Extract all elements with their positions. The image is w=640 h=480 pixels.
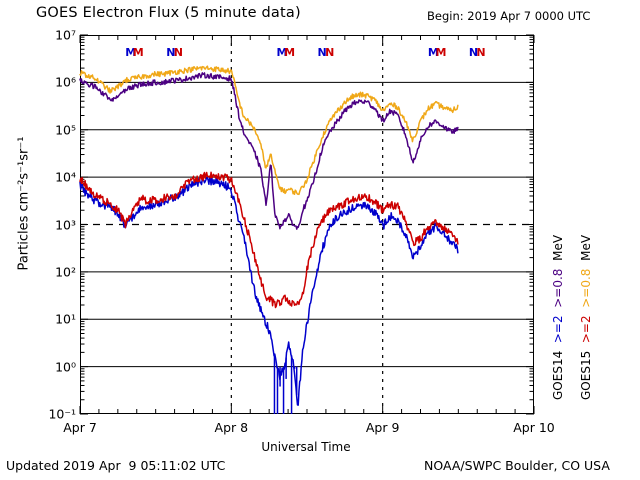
event-marker-m: M	[125, 46, 137, 59]
x-tick-label: Apr 7	[63, 420, 97, 435]
y-tick-label: 10³	[55, 217, 76, 232]
y-tick-label: 10⁴	[55, 169, 76, 185]
legend-text	[579, 343, 593, 351]
legend-goes15: GOES15 >=2 >=0.8 MeV	[579, 150, 593, 400]
legend-text: GOES15	[579, 350, 593, 400]
event-marker-m: M	[435, 46, 447, 59]
event-marker-m: M	[132, 46, 144, 59]
begin-time-label: Begin: 2019 Apr 7 0000 UTC	[427, 9, 591, 23]
legend-text: >=2	[551, 315, 565, 344]
event-marker-m: M	[284, 46, 296, 59]
event-marker-n: N	[468, 46, 479, 59]
event-marker-n: N	[173, 46, 183, 59]
x-tick-label: Apr 8	[214, 420, 249, 435]
event-marker-n: N	[317, 46, 327, 59]
legend-text: >=2	[579, 315, 593, 344]
y-tick-label: 10⁶	[55, 74, 76, 90]
legend-text: >=0.8	[579, 268, 593, 308]
legend-text	[551, 261, 565, 269]
legend-text	[551, 343, 565, 351]
y-tick-label: 10⁵	[55, 122, 76, 138]
x-tick-label: Apr 9	[365, 420, 400, 435]
source-attribution: NOAA/SWPC Boulder, CO USA	[424, 458, 610, 473]
x-axis-label: Universal Time	[261, 440, 351, 454]
y-tick-label: 10¹	[55, 311, 76, 327]
y-tick-label: 10²	[55, 264, 76, 280]
event-marker-n: N	[325, 46, 335, 59]
legend-goes14: GOES14 >=2 >=0.8 MeV	[551, 150, 565, 400]
legend-text: MeV	[579, 234, 593, 261]
legend-text: MeV	[551, 234, 565, 261]
y-tick-label: 10⁻¹	[48, 406, 76, 422]
y-tick-label: 10⁷	[55, 27, 76, 43]
y-tick-label: 10⁰	[55, 359, 76, 375]
legend-text	[551, 308, 565, 316]
event-marker-m: M	[427, 46, 439, 59]
event-marker-m: M	[276, 46, 288, 59]
x-tick-label: Apr 10	[513, 420, 555, 435]
chart-title: GOES Electron Flux (5 minute data)	[36, 5, 301, 21]
updated-timestamp: Updated 2019 Apr 9 05:11:02 UTC	[6, 458, 226, 473]
legend-text: >=0.8	[551, 268, 565, 308]
legend-text	[579, 261, 593, 269]
event-marker-n: N	[476, 46, 486, 59]
y-axis-ticks: 10⁷ 10⁶ 10⁵ 10⁴ 10³ 10² 10¹ 10⁰ 10⁻¹	[0, 0, 76, 480]
legend-text	[579, 308, 593, 316]
legend-text: GOES14	[551, 350, 565, 400]
event-marker-n: N	[166, 46, 176, 59]
